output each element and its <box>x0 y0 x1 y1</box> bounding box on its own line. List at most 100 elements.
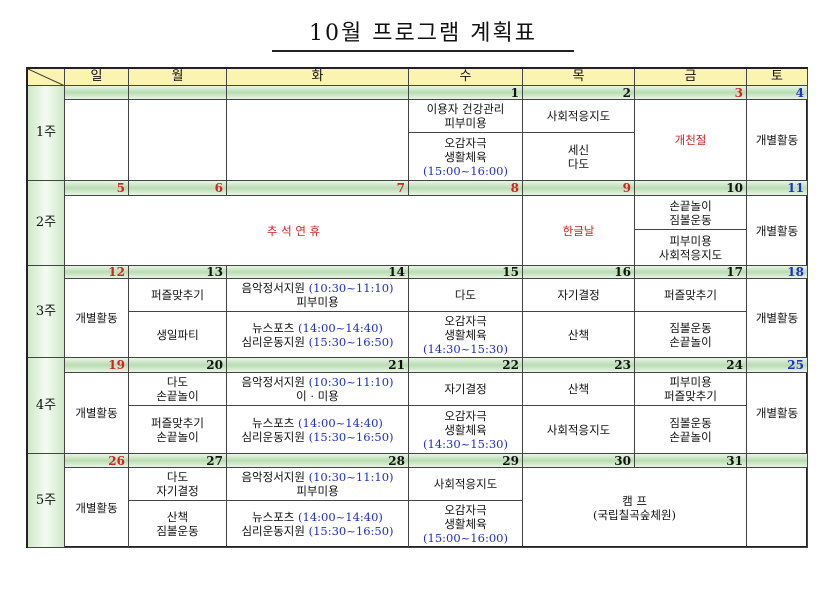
cell-line: 개별활동 <box>756 133 798 147</box>
activity-cell-morning: 이용자 건강관리 피부미용 <box>409 100 523 133</box>
activity-text: 짐볼운동 <box>669 415 712 430</box>
cell-line: (14:30~15:30) <box>423 342 508 356</box>
activity-cell: 캠 프 (국립칠곡숲체원) <box>523 468 747 548</box>
activity-cell-afternoon: 뉴스포츠 (14:00~14:40) 심리운동지원 (15:30~16:50) <box>227 312 409 358</box>
activity-cell-afternoon: 피부미용 사회적응지도 <box>635 230 747 266</box>
activity-cell-morning: 퍼즐맞추기 <box>635 279 747 312</box>
activity-text: 개별활동 <box>755 406 799 420</box>
activity-time: (15:30~16:50) <box>308 524 394 538</box>
activity-text: 피부미용 <box>444 116 487 130</box>
activity-text: 자기결정 <box>557 288 600 302</box>
cell-line: 오감자극 <box>444 314 486 328</box>
activity-cell-afternoon: 생일파티 <box>129 312 227 358</box>
cell-line: 퍼즐맞추기 <box>151 288 204 302</box>
cell-line: (15:00~16:00) <box>423 531 508 545</box>
day-header: 월 <box>129 69 227 86</box>
activity-text: 퍼즐맞추기 <box>664 288 717 302</box>
activity-cell: 추 석 연 휴 <box>65 196 523 266</box>
activity-text: 뉴스포츠 <box>252 415 299 430</box>
cell-line: 생일파티 <box>156 328 198 342</box>
activity-text: 피부미용 <box>296 295 339 309</box>
cell-line: 사회적응지도 <box>434 477 497 491</box>
activity-cell: 개별활동 <box>747 279 808 358</box>
activity-text: 퍼즐맞추기 <box>151 288 204 302</box>
activity-cell-morning: 다도 <box>409 279 523 312</box>
schedule-table: 일 월 화 수 목 금 토 1주 1 이용자 건강관리 피부미용 오감자극 생활체육 (15:00~16:… <box>26 67 808 548</box>
activity-text: 생활체육 <box>444 327 487 342</box>
date-cell: 4 <box>747 86 808 100</box>
date-cell: 16 <box>523 265 635 279</box>
activity-text: 생활체육 <box>444 517 487 531</box>
week-label: 1주 <box>28 86 65 181</box>
cell-line: 손끝놀이 <box>156 389 198 403</box>
activity-cell-morning: 음악정서지원 (10:30~11:10) 이 · 미용 <box>227 373 409 406</box>
activity-text: 사회적응지도 <box>658 247 723 262</box>
cell-line: 짐볼운동 <box>669 416 711 430</box>
cell-line: 피부미용 <box>296 295 338 309</box>
cell-line: 자기결정 <box>444 382 486 396</box>
activity-cell-afternoon: 오감자극 생활체육 (15:00~16:00) <box>409 133 523 181</box>
activity-text: 뉴스포츠 <box>252 510 299 524</box>
activity-text: 손끝놀이 <box>669 429 712 444</box>
date-cell <box>65 86 129 100</box>
activity-text: 다도 <box>454 288 477 302</box>
date-cell: 28 <box>227 454 409 468</box>
activity-text: 자기결정 <box>156 484 199 498</box>
day-header: 목 <box>523 69 635 86</box>
cell-line: 피부미용 <box>669 375 711 389</box>
cell-line: 다도 <box>568 157 589 171</box>
activity-cell: 개별활동 <box>747 373 808 454</box>
activity-text: 한글날 <box>562 223 595 238</box>
date-cell: 19 <box>65 358 129 373</box>
date-cell <box>227 86 409 100</box>
cell-line: 손끝놀이 <box>156 430 198 444</box>
activity-cell-afternoon: 짐볼운동 손끝놀이 <box>635 312 747 358</box>
activity-text: 음악정서지원 <box>241 375 309 389</box>
activity-text: 생일파티 <box>156 327 199 342</box>
activity-text: 생활체육 <box>444 149 487 164</box>
activity-time: (14:30~15:30) <box>423 436 508 451</box>
date-cell: 22 <box>409 358 523 373</box>
cell-line: 짐볼운동 <box>156 524 198 538</box>
activity-cell-afternoon: 세신 다도 <box>523 133 635 181</box>
activity-text: 개별활동 <box>75 500 118 515</box>
activity-text: 퍼즐맞추기 <box>151 415 204 430</box>
activity-text: 개별활동 <box>75 311 118 325</box>
cell-line: 추 석 연 휴 <box>267 224 320 238</box>
activity-text: 개별활동 <box>75 406 118 420</box>
activity-cell-afternoon: 사회적응지도 <box>523 406 635 454</box>
cell-line: 피부미용 <box>296 484 338 498</box>
activity-text: 산책 <box>567 327 590 342</box>
activity-cell-afternoon: 산책 <box>523 312 635 358</box>
activity-text: 퍼즐맞추기 <box>664 389 717 403</box>
cell-line: 개천절 <box>675 133 707 147</box>
activity-text: 심리운동지원 <box>241 429 309 444</box>
activity-text: 자기결정 <box>444 382 487 396</box>
activity-text: 짐볼운동 <box>669 212 712 227</box>
activity-cell-afternoon: 오감자극 생활체육 (15:00~16:00) <box>409 501 523 548</box>
cell-line: 자기결정 <box>156 484 198 498</box>
week-label: 4주 <box>28 358 65 454</box>
date-cell: 21 <box>227 358 409 373</box>
date-cell: 11 <box>747 181 808 196</box>
activity-text: 오감자극 <box>444 135 487 150</box>
activity-time: (14:30~15:30) <box>423 341 508 356</box>
day-header: 일 <box>65 69 129 86</box>
diagonal-line-icon <box>28 69 64 85</box>
activity-text: 뉴스포츠 <box>252 320 299 335</box>
cell-line: 심리운동지원 (15:30~16:50) <box>241 524 393 538</box>
activity-cell-morning: 퍼즐맞추기 <box>129 279 227 312</box>
cell-line: 음악정서지원 (10:30~11:10) <box>241 281 393 295</box>
day-header: 수 <box>409 69 523 86</box>
date-cell: 1 <box>409 86 523 100</box>
date-cell: 6 <box>129 181 227 196</box>
activity-cell: 개별활동 <box>747 100 808 181</box>
activity-cell: 한글날 <box>523 196 635 266</box>
activity-cell-morning: 자기결정 <box>523 279 635 312</box>
cell-line: 손끝놀이 <box>669 199 711 213</box>
week-label: 5주 <box>28 454 65 548</box>
date-cell: 10 <box>635 181 747 196</box>
week-label: 3주 <box>28 266 65 358</box>
cell-line: 심리운동지원 (15:30~16:50) <box>241 335 393 349</box>
cell-line: 짐볼운동 <box>669 213 711 227</box>
